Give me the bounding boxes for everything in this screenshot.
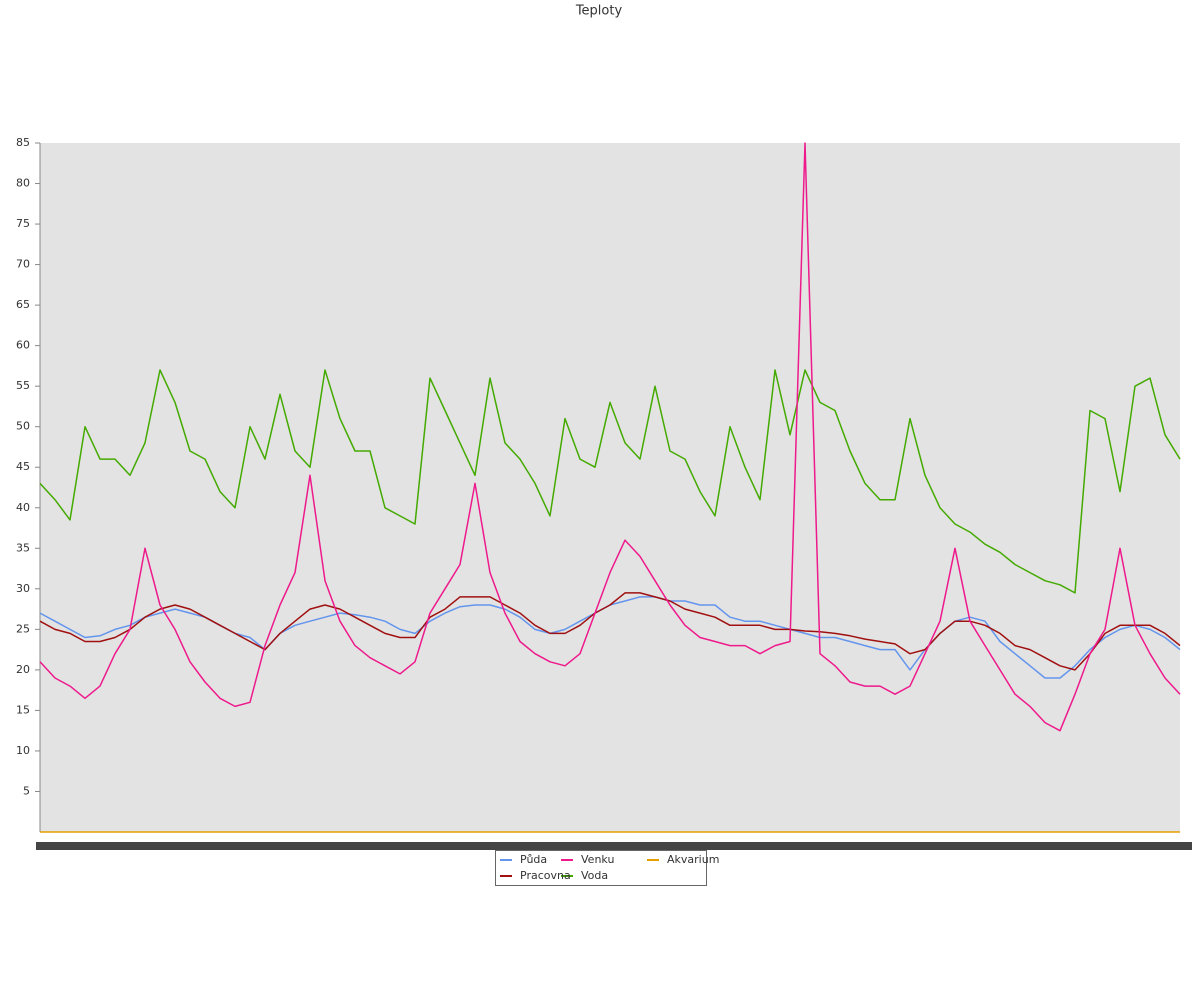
- y-tick-label: 50: [16, 420, 30, 433]
- y-tick-label: 85: [16, 136, 30, 149]
- chart-title: Teploty: [575, 4, 623, 19]
- legend-label: Akvarium: [667, 853, 719, 866]
- y-tick-label: 75: [16, 217, 30, 230]
- series-line: [39, 592, 1181, 671]
- y-tick-label: 35: [16, 541, 30, 554]
- y-tick-label: 30: [16, 582, 30, 595]
- legend-label: Venku: [581, 853, 614, 866]
- y-tick-label: 45: [16, 460, 30, 473]
- y-tick-label: 70: [16, 258, 30, 271]
- y-tick-label: 5: [23, 784, 30, 797]
- y-tick-label: 60: [16, 339, 30, 352]
- y-tick-label: 10: [16, 744, 30, 757]
- y-tick-label: 55: [16, 379, 30, 392]
- x-axis-labels-overlap: [36, 842, 1192, 850]
- y-tick-label: 65: [16, 298, 30, 311]
- legend-label: Voda: [581, 869, 608, 882]
- legend-label: Půda: [520, 853, 547, 866]
- series-line: [39, 369, 1181, 594]
- plot: [39, 142, 1181, 833]
- plot-area: [40, 143, 1180, 832]
- y-tick-label: 20: [16, 663, 30, 676]
- legend-box: [495, 850, 707, 886]
- y-tick-label: 25: [16, 622, 30, 635]
- y-tick-label: 40: [16, 501, 30, 514]
- series-line: [39, 142, 1181, 732]
- legend-label: Pracovna: [520, 869, 571, 882]
- legend: Půda Voda Pracovna Akvarium Venku: [500, 853, 719, 882]
- y-tick-label: 80: [16, 177, 30, 190]
- y-tick-label: 15: [16, 703, 30, 716]
